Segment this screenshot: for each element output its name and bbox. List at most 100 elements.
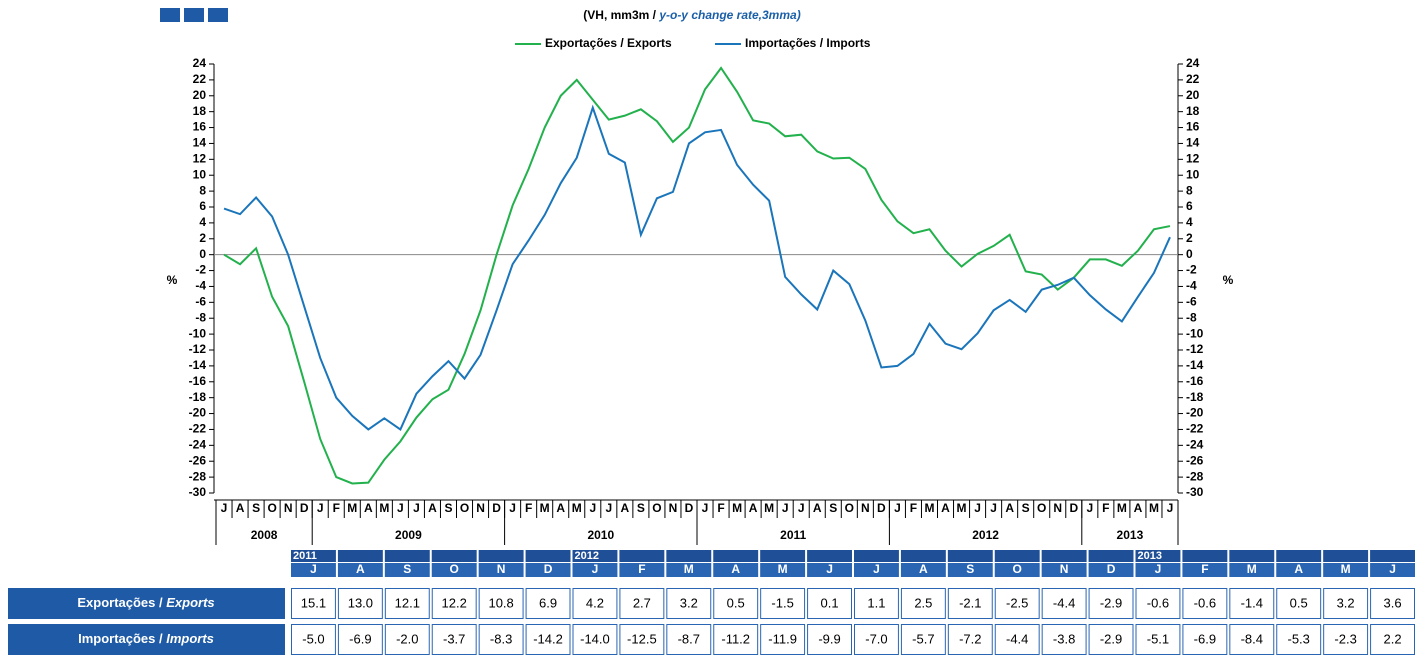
month-header-cell <box>384 563 430 577</box>
month-header: N <box>497 562 506 576</box>
year-header-cell <box>478 550 524 562</box>
x-tick-label: O <box>652 501 661 515</box>
year-header-cell <box>760 550 806 562</box>
x-tick-label: S <box>829 501 837 515</box>
table-value: 0.5 <box>727 595 745 610</box>
table-cell <box>1229 588 1275 619</box>
y-tick-label: 16 <box>193 120 207 134</box>
table-cell <box>384 588 430 619</box>
x-tick-label: N <box>476 501 485 515</box>
x-tick-label: A <box>813 501 822 515</box>
y2-tick-label: -6 <box>1186 295 1197 309</box>
y-tick-label: -22 <box>189 422 207 436</box>
x-tick-label: N <box>1053 501 1062 515</box>
x-tick-label: J <box>317 501 324 515</box>
table-cell <box>525 624 571 655</box>
month-header: D <box>1107 562 1116 576</box>
series-line <box>223 104 1171 431</box>
table-cell <box>478 624 524 655</box>
y2-tick-label: 22 <box>1186 72 1200 86</box>
month-header: N <box>1060 562 1069 576</box>
x-tick-label: A <box>364 501 373 515</box>
y-tick-label: 10 <box>193 167 207 181</box>
table-value: -8.3 <box>490 631 512 646</box>
table-cell <box>807 588 852 619</box>
table-cell <box>666 588 712 619</box>
month-header: A <box>919 562 928 576</box>
y-tick-label: -4 <box>195 279 206 293</box>
month-header: O <box>450 562 459 576</box>
table-cell <box>713 588 759 619</box>
month-header: J <box>1155 562 1162 576</box>
x-tick-label: O <box>845 501 854 515</box>
x-tick-label: J <box>1167 501 1174 515</box>
table-cell <box>854 624 899 655</box>
table-cell <box>1088 588 1134 619</box>
month-header-cell <box>713 563 759 577</box>
x-tick-label: J <box>990 501 997 515</box>
x-tick-label: M <box>924 501 934 515</box>
x-tick-label: A <box>236 501 245 515</box>
y2-tick-label: 12 <box>1186 152 1200 166</box>
year-label: 2010 <box>587 528 614 542</box>
y-tick-label: -10 <box>189 326 207 340</box>
x-tick-label: A <box>749 501 758 515</box>
x-tick-label: N <box>284 501 293 515</box>
y2-tick-label: -12 <box>1186 342 1204 356</box>
x-tick-label: J <box>782 501 789 515</box>
y-tick-label: -20 <box>189 406 207 420</box>
month-header-cell <box>1088 563 1134 577</box>
year-header: 2011 <box>293 550 317 562</box>
y-tick-label: 2 <box>199 231 206 245</box>
table-value: -4.4 <box>1053 595 1075 610</box>
table-value: -2.1 <box>959 595 981 610</box>
x-tick-label: J <box>974 501 981 515</box>
series-line <box>223 66 1171 485</box>
y-tick-label: -8 <box>195 310 206 324</box>
table-cell <box>291 588 336 619</box>
month-header: F <box>1201 562 1208 576</box>
y2-tick-label: -22 <box>1186 422 1204 436</box>
table-value: -2.0 <box>396 631 418 646</box>
month-header: J <box>826 562 833 576</box>
x-tick-label: M <box>1117 501 1127 515</box>
y2-tick-label: -20 <box>1186 406 1204 420</box>
table-value: 2.2 <box>1384 631 1402 646</box>
table-cell <box>1135 624 1181 655</box>
x-tick-label: M <box>764 501 774 515</box>
table-value: 10.8 <box>488 595 513 610</box>
table-value: -2.3 <box>1334 631 1356 646</box>
month-header-cell <box>1041 563 1087 577</box>
table-value: 12.1 <box>395 595 420 610</box>
month-header-cell <box>1370 563 1415 577</box>
table-value: -14.0 <box>580 631 610 646</box>
y2-tick-label: 16 <box>1186 120 1200 134</box>
table-cell <box>619 624 665 655</box>
year-header-cell <box>572 550 618 562</box>
title-part: y-o-y change rate,3mma) <box>658 8 800 22</box>
table-value: -3.8 <box>1053 631 1075 646</box>
x-tick-label: F <box>1102 501 1109 515</box>
y2-tick-label: -14 <box>1186 358 1204 372</box>
table-value: -7.2 <box>959 631 981 646</box>
y-tick-label: 8 <box>199 183 206 197</box>
y2-tick-label: -8 <box>1186 310 1197 324</box>
x-tick-label: J <box>798 501 805 515</box>
x-tick-label: F <box>717 501 724 515</box>
month-header-cell <box>478 563 524 577</box>
x-tick-label: S <box>444 501 452 515</box>
year-header-cell <box>1323 550 1369 562</box>
x-tick-label: A <box>556 501 565 515</box>
table-cell <box>1041 588 1087 619</box>
table-value: -8.4 <box>1241 631 1263 646</box>
table-cell <box>1229 624 1275 655</box>
table-cell <box>572 588 618 619</box>
row-label: Exportações / Exports <box>77 595 214 610</box>
table-value: -5.0 <box>302 631 324 646</box>
x-tick-label: D <box>1069 501 1078 515</box>
year-header-cell <box>1276 550 1322 562</box>
y2-tick-label: 20 <box>1186 88 1200 102</box>
x-tick-label: J <box>413 501 420 515</box>
y-tick-label: 0 <box>199 247 206 261</box>
table-cell <box>947 588 993 619</box>
